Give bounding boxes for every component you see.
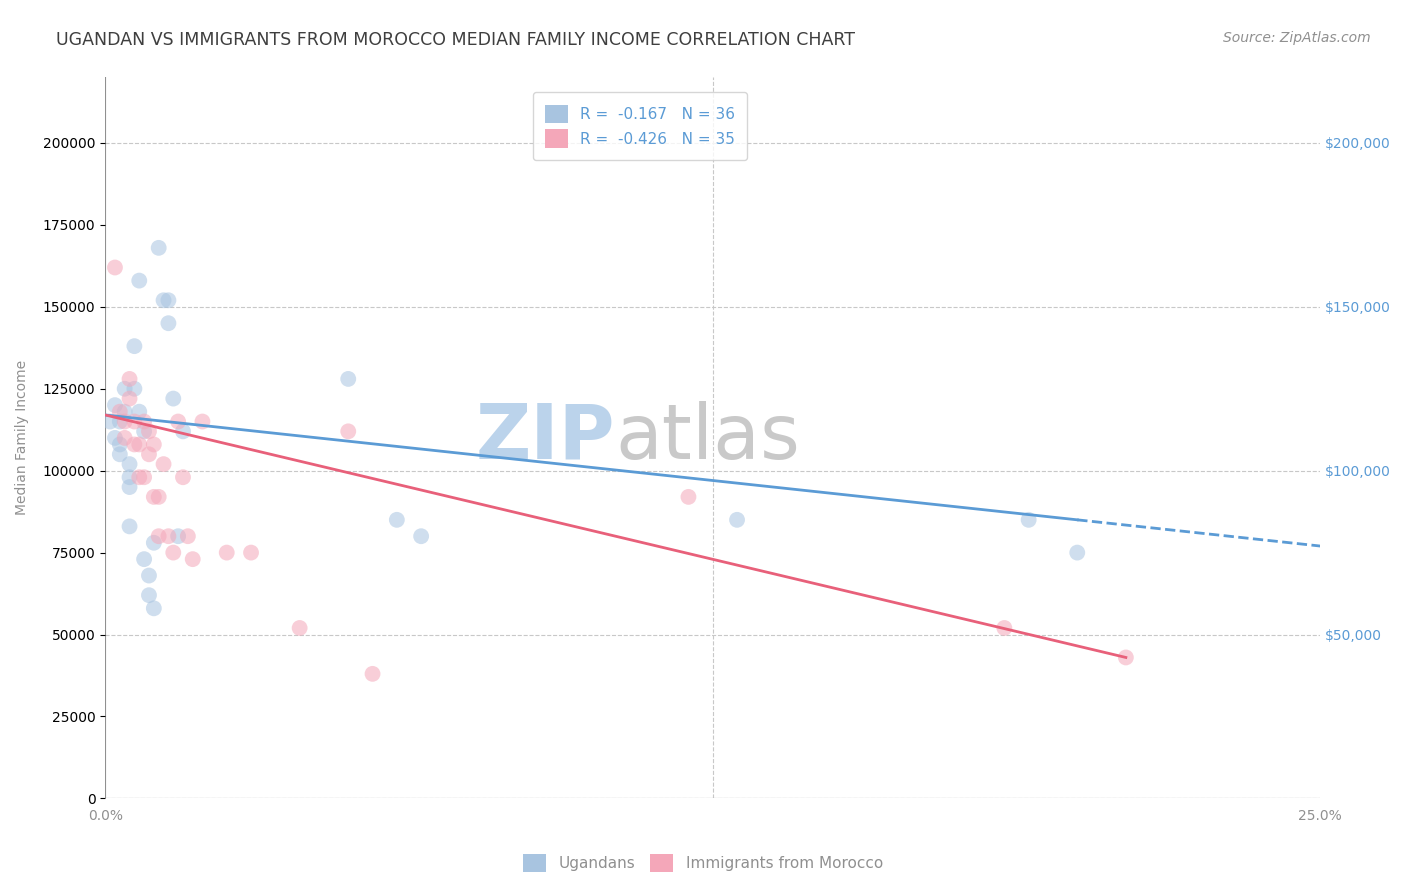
Point: [385, 513, 408, 527]
Point: [142, 437, 165, 451]
Point: [993, 621, 1015, 635]
Point: [108, 437, 131, 451]
Point: [215, 546, 238, 560]
Point: [725, 513, 748, 527]
Point: [134, 415, 156, 429]
Point: [1115, 650, 1137, 665]
Point: [142, 490, 165, 504]
Point: [181, 552, 204, 566]
Point: [152, 293, 174, 308]
Point: [157, 529, 180, 543]
Point: [138, 425, 160, 439]
Point: [124, 437, 146, 451]
Point: [128, 470, 150, 484]
Point: [134, 552, 156, 566]
Point: [114, 382, 136, 396]
Point: [157, 293, 180, 308]
Point: [124, 382, 146, 396]
Point: [118, 457, 141, 471]
Point: [104, 431, 127, 445]
Point: [172, 425, 194, 439]
Point: [118, 470, 141, 484]
Point: [108, 415, 131, 429]
Point: [167, 529, 190, 543]
Point: [361, 666, 384, 681]
Point: [118, 392, 141, 406]
Text: atlas: atlas: [616, 401, 800, 475]
Point: [177, 529, 200, 543]
Point: [118, 519, 141, 533]
Point: [138, 588, 160, 602]
Point: [128, 274, 150, 288]
Point: [118, 480, 141, 494]
Point: [288, 621, 311, 635]
Legend: R =  -0.167   N = 36, R =  -0.426   N = 35: R = -0.167 N = 36, R = -0.426 N = 35: [533, 92, 747, 161]
Point: [411, 529, 433, 543]
Point: [128, 437, 150, 451]
Point: [172, 470, 194, 484]
Point: [337, 425, 360, 439]
Point: [108, 447, 131, 461]
Point: [162, 392, 184, 406]
Point: [142, 601, 165, 615]
Point: [128, 405, 150, 419]
Point: [148, 490, 170, 504]
Point: [134, 470, 156, 484]
Text: Source: ZipAtlas.com: Source: ZipAtlas.com: [1223, 31, 1371, 45]
Point: [114, 431, 136, 445]
Point: [104, 398, 127, 412]
Point: [138, 447, 160, 461]
Point: [167, 415, 190, 429]
Point: [124, 339, 146, 353]
Point: [142, 535, 165, 549]
Y-axis label: Median Family Income: Median Family Income: [15, 360, 30, 516]
Point: [148, 241, 170, 255]
Point: [152, 457, 174, 471]
Point: [1066, 546, 1088, 560]
Point: [191, 415, 214, 429]
Point: [124, 415, 146, 429]
Point: [337, 372, 360, 386]
Point: [134, 425, 156, 439]
Point: [138, 568, 160, 582]
Point: [108, 405, 131, 419]
Point: [162, 546, 184, 560]
Point: [240, 546, 263, 560]
Point: [148, 529, 170, 543]
Point: [157, 316, 180, 330]
Text: UGANDAN VS IMMIGRANTS FROM MOROCCO MEDIAN FAMILY INCOME CORRELATION CHART: UGANDAN VS IMMIGRANTS FROM MOROCCO MEDIA…: [56, 31, 855, 49]
Legend: Ugandans, Immigrants from Morocco: Ugandans, Immigrants from Morocco: [516, 846, 890, 880]
Point: [118, 372, 141, 386]
Point: [114, 405, 136, 419]
Point: [1018, 513, 1040, 527]
Point: [678, 490, 700, 504]
Point: [114, 415, 136, 429]
Text: ZIP: ZIP: [477, 401, 616, 475]
Point: [98, 415, 121, 429]
Point: [104, 260, 127, 275]
